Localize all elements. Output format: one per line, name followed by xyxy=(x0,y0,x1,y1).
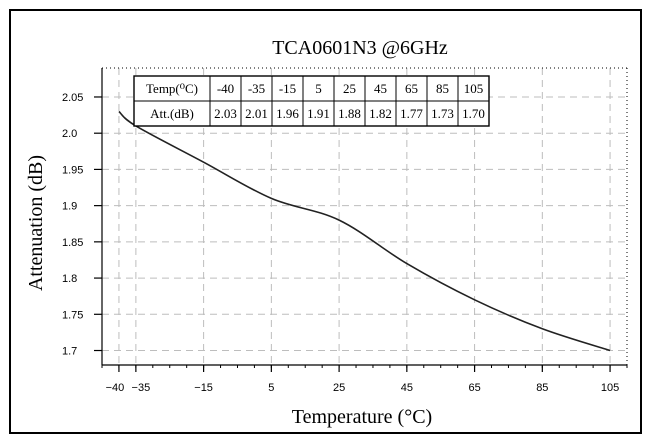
y-tick-label-6: 2.0 xyxy=(62,128,77,140)
chart-title: TCA0601N3 @6GHz xyxy=(272,37,448,59)
table-row-header-1: Att.(dB) xyxy=(150,106,194,121)
table-temp-cell-8: 105 xyxy=(464,81,484,96)
x-tick-label-6: 65 xyxy=(468,382,480,394)
x-tick-label-0: −40 xyxy=(106,382,125,394)
table-att-cell-8: 1.70 xyxy=(462,106,485,121)
y-tick-label-7: 2.05 xyxy=(62,92,83,104)
table-att-cell-7: 1.73 xyxy=(431,106,454,121)
x-tick-label-4: 25 xyxy=(333,382,345,394)
table-att-cell-1: 2.01 xyxy=(245,106,268,121)
table-row-header-0: Temp(⁰C) xyxy=(146,81,198,96)
y-tick-label-4: 1.9 xyxy=(62,201,77,213)
y-axis-label: Attenuation (dB) xyxy=(25,155,47,291)
table-temp-cell-2: -15 xyxy=(279,81,296,96)
table-temp-cell-1: -35 xyxy=(248,81,265,96)
table-temp-cell-3: 5 xyxy=(315,81,322,96)
y-tick-label-0: 1.7 xyxy=(62,346,77,358)
x-tick-label-3: 5 xyxy=(268,382,274,394)
table-temp-cell-0: -40 xyxy=(217,81,234,96)
table-temp-cell-5: 45 xyxy=(374,81,387,96)
y-tick-label-5: 1.95 xyxy=(62,164,83,176)
x-ticks: −40 −35 −15 5 25 45 65 85 105 xyxy=(106,365,619,394)
x-tick-label-2: −15 xyxy=(194,382,213,394)
series-line-attenuation xyxy=(118,110,611,352)
data-table: Temp(⁰C) Att.(dB) -40 -35 -15 5 25 45 65 85 105 2.0… xyxy=(133,75,490,127)
table-att-cell-0: 2.03 xyxy=(214,106,237,121)
y-ticks: 1.7 1.75 1.8 1.85 1.9 1.95 2.0 2.05 xyxy=(62,92,102,358)
x-tick-label-1: −35 xyxy=(132,382,151,394)
table-temp-cell-4: 25 xyxy=(343,81,356,96)
x-tick-label-5: 45 xyxy=(401,382,413,394)
table-att-cell-5: 1.82 xyxy=(369,106,392,121)
x-tick-label-7: 85 xyxy=(536,382,548,394)
table-att-cell-6: 1.77 xyxy=(400,106,423,121)
x-axis-label: Temperature (°C) xyxy=(292,406,432,428)
axes xyxy=(101,67,628,368)
table-att-cell-2: 1.96 xyxy=(276,106,299,121)
y-tick-label-1: 1.75 xyxy=(62,309,83,321)
table-temp-cell-7: 85 xyxy=(436,81,449,96)
y-tick-label-3: 1.85 xyxy=(62,237,83,249)
table-temp-cell-6: 65 xyxy=(405,81,418,96)
table-att-cell-4: 1.88 xyxy=(338,106,361,121)
table-att-cell-3: 1.91 xyxy=(307,106,330,121)
x-tick-label-8: 105 xyxy=(601,382,619,394)
y-tick-label-2: 1.8 xyxy=(62,273,77,285)
